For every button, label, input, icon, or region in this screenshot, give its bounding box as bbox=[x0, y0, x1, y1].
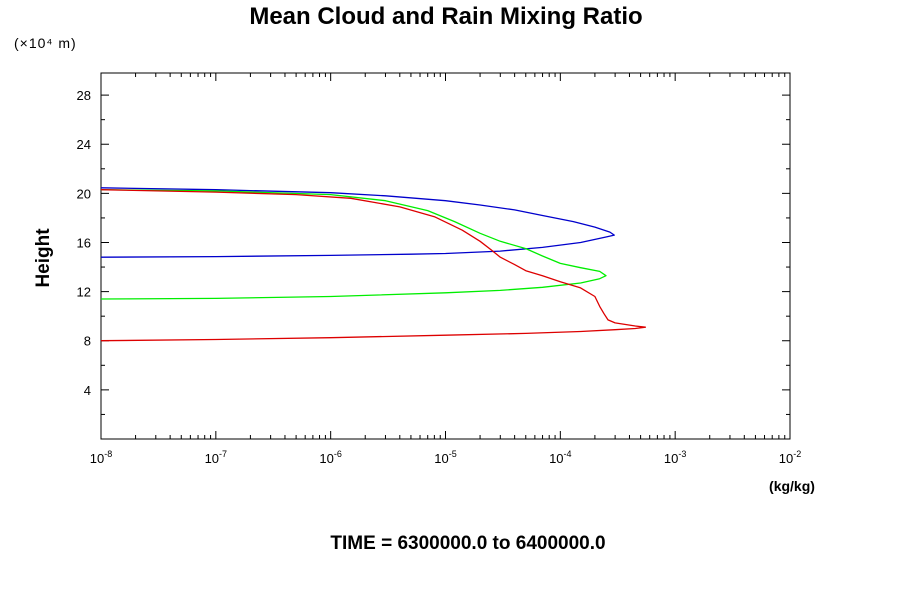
y-tick-label: 28 bbox=[77, 88, 91, 103]
y-tick-labels: 4 8 12 16 20 24 28 bbox=[77, 88, 91, 398]
chart-title: Mean Cloud and Rain Mixing Ratio bbox=[249, 3, 642, 30]
series-line-1 bbox=[100, 187, 615, 258]
x-tick-label: 10-4 bbox=[549, 449, 571, 466]
series-lines bbox=[100, 187, 647, 342]
plot-frame bbox=[100, 72, 791, 440]
y-tick-label: 16 bbox=[77, 235, 91, 250]
y-tick-label: 12 bbox=[77, 285, 91, 300]
y-unit-note: (×10⁴ m) bbox=[14, 35, 77, 51]
y-tick-label: 20 bbox=[77, 186, 91, 201]
x-tick-label: 10-6 bbox=[319, 449, 341, 466]
y-tick-label: 24 bbox=[77, 137, 91, 152]
x-unit-label: (kg/kg) bbox=[769, 478, 815, 494]
time-range-footer: TIME = 6300000.0 to 6400000.0 bbox=[330, 533, 605, 554]
y-axis-label: Height bbox=[33, 228, 54, 288]
axis-ticks bbox=[100, 73, 790, 439]
y-tick-label: 4 bbox=[84, 383, 91, 398]
x-tick-label: 10-8 bbox=[90, 449, 112, 466]
series-line-3 bbox=[100, 189, 647, 342]
x-tick-label: 10-3 bbox=[664, 449, 686, 466]
x-tick-label: 10-2 bbox=[779, 449, 801, 466]
x-tick-label: 10-7 bbox=[205, 449, 227, 466]
x-tick-label: 10-5 bbox=[434, 449, 456, 466]
series-line-2 bbox=[100, 189, 607, 300]
y-tick-label: 8 bbox=[84, 334, 91, 349]
x-tick-labels: 10-8 10-7 10-6 10-5 10-4 10-3 10-2 bbox=[90, 449, 801, 466]
